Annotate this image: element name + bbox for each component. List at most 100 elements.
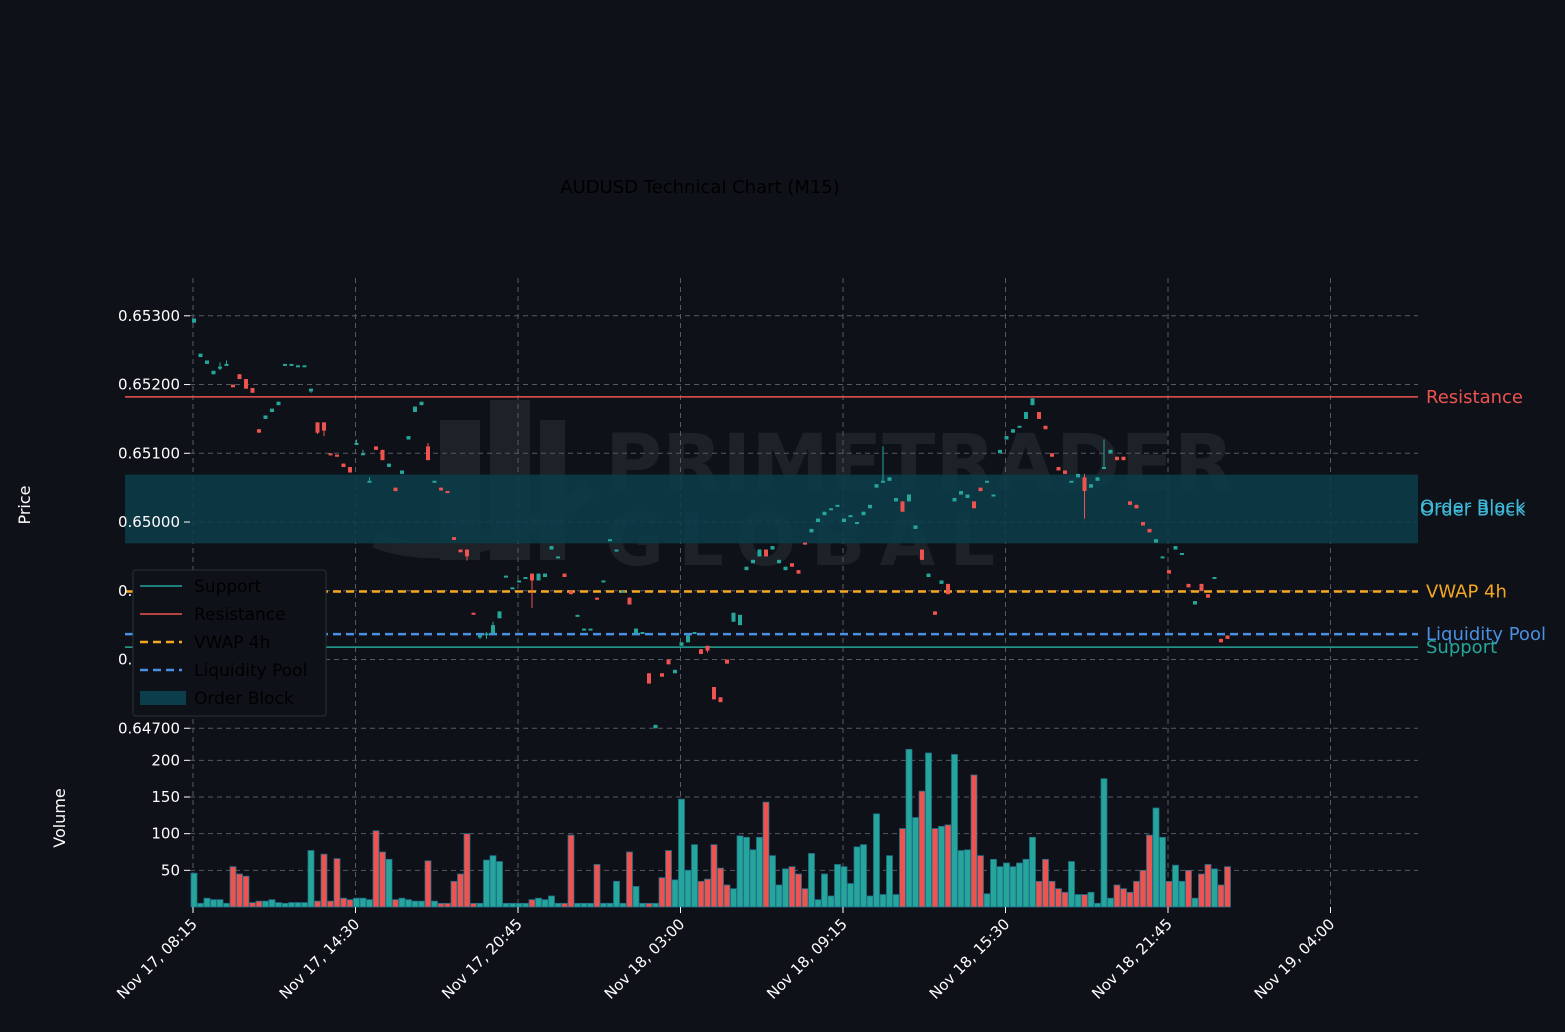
volume-bar: [834, 864, 841, 908]
time-tick-label: Nov 18, 15:30: [926, 915, 1014, 1003]
candle-body: [705, 645, 710, 651]
volume-bar: [944, 824, 952, 908]
volume-bar: [216, 899, 224, 908]
volume-axis-label: Volume: [50, 788, 69, 848]
candle-body: [387, 463, 391, 468]
volume-bar: [899, 828, 906, 908]
volume-bar: [639, 902, 646, 908]
candle-body: [452, 537, 456, 540]
volume-bar: [782, 868, 789, 908]
candle-body: [809, 528, 814, 533]
volume-bar: [762, 801, 770, 908]
candle-body: [751, 559, 755, 564]
candle-body: [224, 363, 229, 366]
volume-bar: [249, 902, 256, 908]
volume-bar: [301, 902, 308, 908]
volume-bar: [1139, 869, 1147, 908]
volume-bar: [710, 844, 718, 908]
volume-bar: [437, 902, 445, 908]
volume-bar: [1087, 891, 1095, 908]
volume-bar: [938, 825, 945, 908]
candle-body: [959, 491, 963, 495]
candle-body: [679, 642, 684, 646]
volume-bar: [366, 899, 373, 908]
chart-title: AUDUSD Technical Chart (M15): [560, 177, 840, 198]
candle-body: [673, 669, 677, 674]
volume-bar: [1048, 880, 1056, 908]
volume-bar: [1029, 836, 1036, 908]
volume-bar: [1126, 891, 1134, 908]
candle-body: [276, 401, 281, 406]
volume-bar: [652, 902, 659, 908]
volume-bar: [223, 902, 230, 908]
candle-body: [1056, 467, 1061, 471]
volume-tick-label: 50: [161, 861, 180, 879]
candle-body: [283, 363, 287, 366]
candle-body: [985, 480, 989, 483]
candle-body: [1037, 412, 1041, 419]
volume-bar: [730, 888, 737, 908]
volume-bar: [795, 873, 802, 908]
candle-body: [406, 436, 411, 440]
candle-body: [510, 587, 515, 590]
candle-body: [640, 632, 645, 635]
candle-body: [315, 422, 320, 433]
candle-body: [796, 570, 801, 574]
candle-body: [419, 401, 424, 406]
volume-bar: [190, 872, 198, 908]
candle-body: [621, 590, 625, 593]
volume-bar: [580, 902, 588, 908]
order-block-label-2: Order Block: [1420, 500, 1526, 521]
volume-bar: [821, 873, 828, 908]
candle-body: [198, 353, 203, 358]
volume-bar: [756, 836, 763, 908]
candle-body: [686, 635, 690, 643]
volume-bar: [444, 902, 451, 908]
candle-body: [1141, 522, 1145, 526]
volume-bar: [1055, 888, 1062, 908]
candle-body: [1219, 638, 1223, 643]
candle-body: [647, 673, 651, 684]
volume-bar: [886, 855, 893, 908]
time-tick-label: Nov 17, 14:30: [276, 915, 364, 1003]
volume-bar: [476, 902, 484, 908]
liquidity-label: Liquidity Pool: [1426, 624, 1546, 645]
volume-bar: [879, 894, 887, 908]
candle-body: [1082, 477, 1087, 492]
volume-bar: [873, 813, 880, 908]
time-tick-label: Nov 18, 03:00: [601, 915, 689, 1003]
volume-bar: [1204, 864, 1212, 908]
volume-bar: [418, 900, 425, 908]
candle-body: [530, 573, 534, 581]
candle-body: [920, 549, 924, 560]
volume-bar: [463, 833, 471, 908]
volume-bar: [905, 748, 913, 908]
candle-body: [575, 614, 580, 617]
volume-bar: [528, 899, 536, 908]
volume-bar: [210, 899, 217, 908]
volume-bar: [541, 899, 549, 908]
volume-bar: [1107, 897, 1114, 908]
candle-body: [361, 453, 365, 456]
candle-body: [536, 573, 541, 581]
volume-bar: [1061, 891, 1069, 908]
volume-bar: [840, 866, 848, 908]
time-axis: Nov 17, 08:15 Nov 17, 14:30 Nov 17, 20:45 N…: [113, 907, 1338, 1003]
volume-bar: [567, 834, 575, 908]
candle-body: [1089, 484, 1093, 488]
volume-bar: [346, 899, 354, 908]
volume-bar: [964, 849, 971, 908]
candle-body: [413, 406, 417, 413]
volume-bar: [1198, 873, 1205, 908]
candle-body: [803, 542, 807, 545]
candle-body: [478, 635, 482, 638]
volume-bar: [275, 902, 282, 908]
volume-bar: [1009, 866, 1017, 908]
volume-bar: [1133, 880, 1140, 908]
candle-body: [341, 463, 346, 468]
candle-body: [556, 556, 560, 559]
price-tick-label: 0.64700: [118, 719, 180, 737]
candle-body: [894, 497, 898, 502]
candle-body: [1121, 456, 1126, 461]
